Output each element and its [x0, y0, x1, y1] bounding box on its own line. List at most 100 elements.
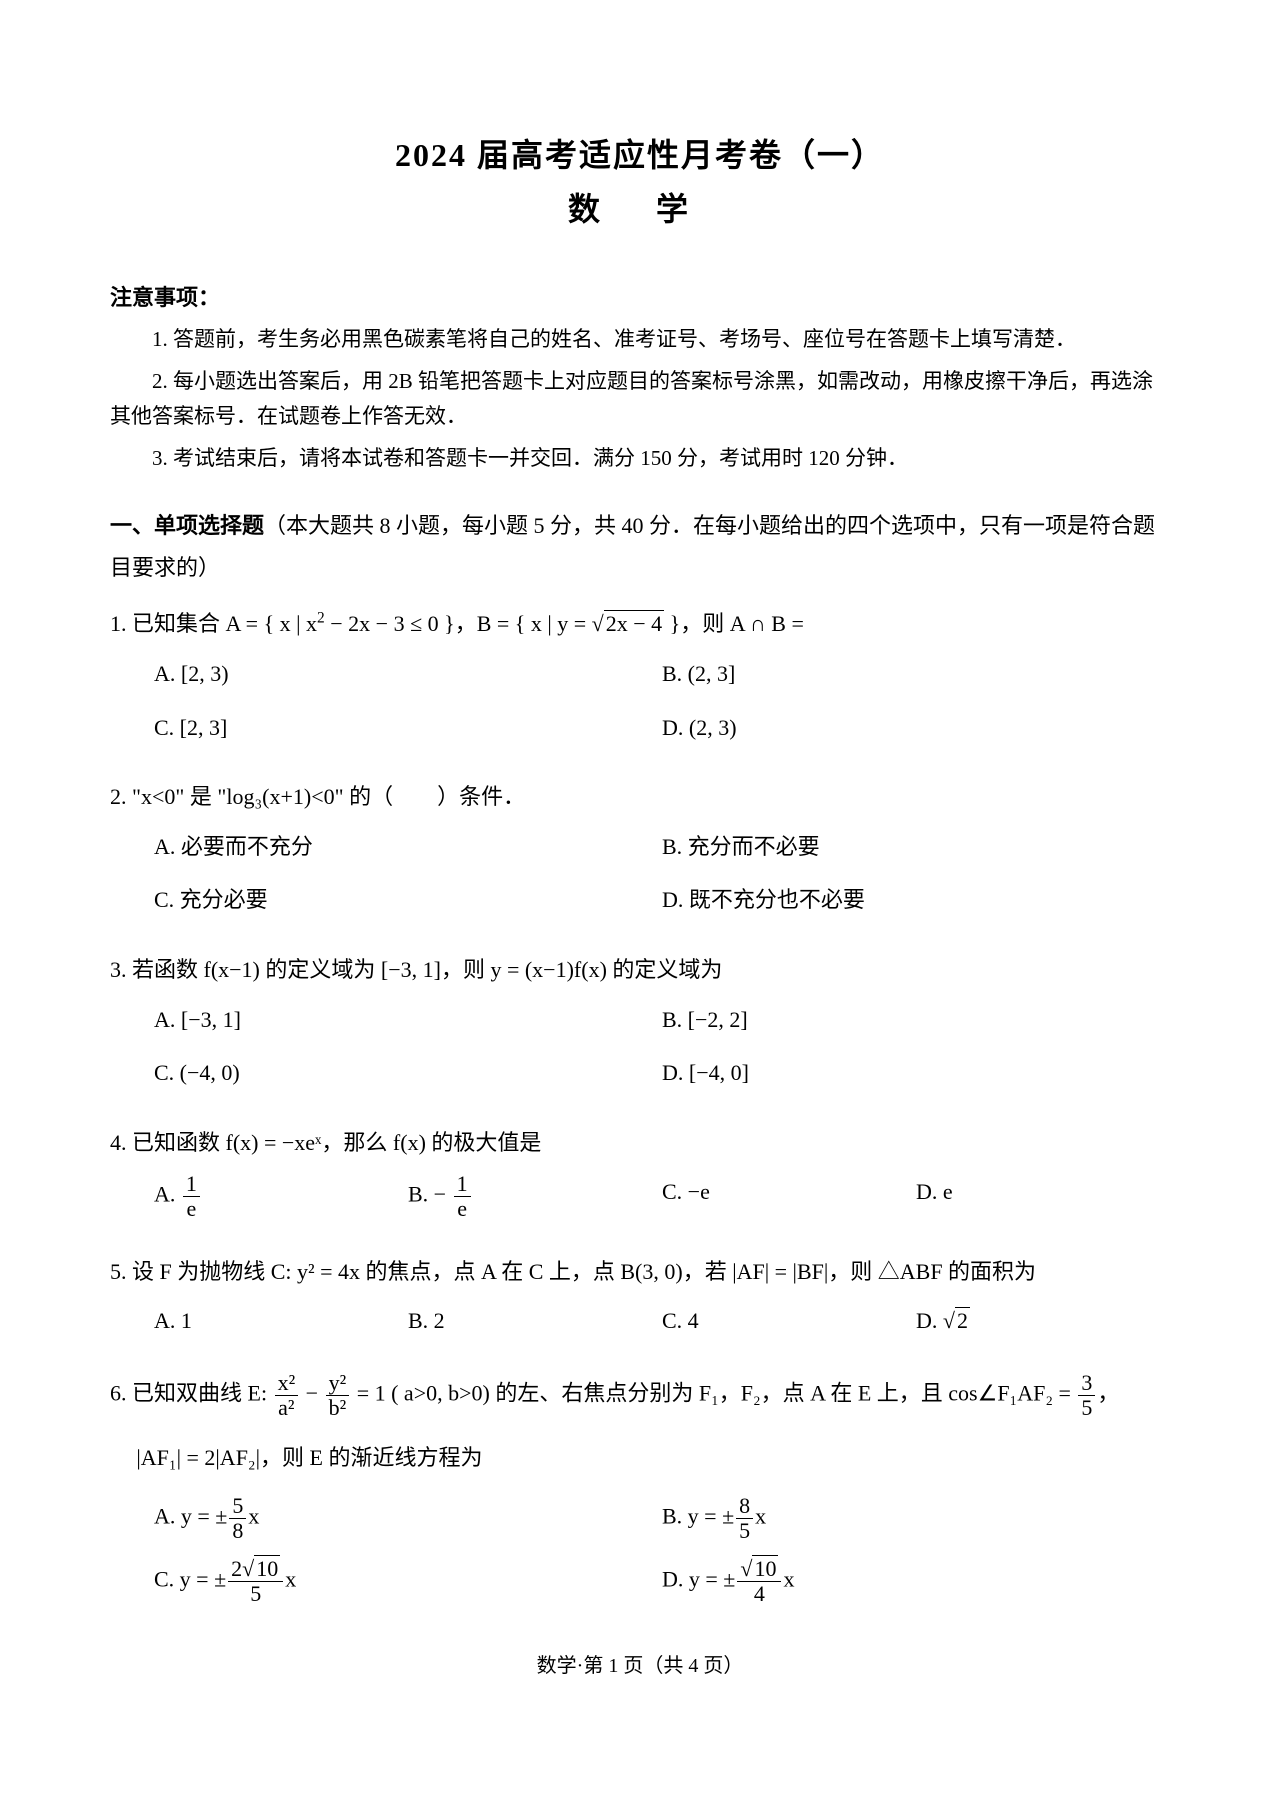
- q6-c-num-sqrt: 10: [254, 1555, 280, 1581]
- q6-c-frac: 2√105: [228, 1557, 283, 1606]
- note-3: 3. 考试结束后，请将本试卷和答题卡一并交回．满分 150 分，考试用时 120…: [110, 441, 1170, 477]
- q6-p1: 6. 已知双曲线 E:: [110, 1381, 273, 1406]
- q6-c-num: 2√10: [228, 1557, 283, 1582]
- q4-a-pre: A.: [154, 1182, 181, 1207]
- q3-stem: 3. 若函数 f(x−1) 的定义域为 [−3, 1]，则 y = (x−1)f…: [110, 950, 1170, 990]
- q5-option-a: A. 1: [154, 1301, 408, 1341]
- q4-a-num: 1: [183, 1172, 200, 1197]
- q6-d-num-sqrt: 10: [752, 1555, 778, 1581]
- q6-c-num-pre: 2: [231, 1556, 242, 1581]
- note-2: 2. 每小题选出答案后，用 2B 铅笔把答题卡上对应题目的答案标号涂黑，如需改动…: [110, 364, 1170, 435]
- q5-option-b: B. 2: [408, 1301, 662, 1341]
- q4-b-frac: 1e: [454, 1172, 471, 1221]
- q6-b-den: 5: [736, 1519, 753, 1543]
- q2-option-b: B. 充分而不必要: [662, 827, 1170, 867]
- q1-sqrt: √2x − 4: [592, 610, 665, 636]
- q6-frac3-num: 3: [1078, 1371, 1095, 1396]
- q1-stem-post: }，则 A ∩ B =: [664, 611, 804, 636]
- q3-option-a: A. [−3, 1]: [154, 1000, 662, 1040]
- q6-d-num: √10: [737, 1557, 781, 1582]
- q6-frac3-den: 5: [1078, 1396, 1095, 1420]
- question-2: 2. "x<0" 是 "log₃(x+1)<0" 的（ ）条件． A. 必要而不…: [110, 777, 1170, 934]
- question-1: 1. 已知集合 A = { x | x2 − 2x − 3 ≤ 0 }，B = …: [110, 604, 1170, 761]
- page-footer: 数学·第 1 页（共 4 页）: [110, 1649, 1170, 1678]
- q6-option-c: C. y = ±2√105x: [154, 1557, 662, 1606]
- q4-b-pre: B. −: [408, 1182, 452, 1207]
- q5-option-c: C. 4: [662, 1301, 916, 1341]
- q6-p2: −: [300, 1381, 323, 1406]
- q5-stem: 5. 设 F 为抛物线 C: y² = 4x 的焦点，点 A 在 C 上，点 B…: [110, 1252, 1170, 1292]
- q6-p4: ，: [1097, 1381, 1119, 1406]
- q6-option-a: A. y = ±58x: [154, 1494, 662, 1543]
- q4-option-d: D. e: [916, 1172, 1170, 1221]
- q1-option-b: B. (2, 3]: [662, 654, 1170, 694]
- q6-frac3: 35: [1078, 1371, 1095, 1420]
- q1-stem: 1. 已知集合 A = { x | x2 − 2x − 3 ≤ 0 }，B = …: [110, 604, 1170, 644]
- q5-d-sqrt: √2: [943, 1307, 970, 1333]
- note-1: 1. 答题前，考生务必用黑色碳素笔将自己的姓名、准考证号、考场号、座位号在答题卡…: [110, 322, 1170, 358]
- q6-d-den: 4: [737, 1582, 781, 1606]
- q6-a-num: 5: [229, 1494, 246, 1519]
- question-3: 3. 若函数 f(x−1) 的定义域为 [−3, 1]，则 y = (x−1)f…: [110, 950, 1170, 1107]
- q1-stem-mid: − 2x − 3 ≤ 0 }，B = { x | y =: [325, 611, 592, 636]
- q6-d-frac: √104: [737, 1557, 781, 1606]
- q2-option-c: C. 充分必要: [154, 880, 662, 920]
- q6-a-frac: 58: [229, 1494, 246, 1543]
- q6-d-x: x: [783, 1567, 794, 1592]
- subject-title: 数 学: [110, 184, 1170, 230]
- q5-option-d: D. √2: [916, 1301, 1170, 1341]
- q3-option-d: D. [−4, 0]: [662, 1053, 1170, 1093]
- q6-frac2: y²b²: [326, 1371, 350, 1420]
- q6-frac2-num: y²: [326, 1371, 350, 1396]
- q4-stem: 4. 已知函数 f(x) = −xeˣ，那么 f(x) 的极大值是: [110, 1123, 1170, 1163]
- q6-option-d: D. y = ±√104x: [662, 1557, 1170, 1606]
- q6-stem: 6. 已知双曲线 E: x²a² − y²b² = 1 ( a>0, b>0) …: [110, 1371, 1170, 1420]
- question-6: 6. 已知双曲线 E: x²a² − y²b² = 1 ( a>0, b>0) …: [110, 1371, 1170, 1621]
- q5-d-pre: D.: [916, 1308, 943, 1333]
- q1-sup: 2: [317, 610, 325, 627]
- q4-b-den: e: [454, 1197, 471, 1221]
- q4-a-frac: 1e: [183, 1172, 200, 1221]
- q4-option-c: C. −e: [662, 1172, 916, 1221]
- q6-b-num: 8: [736, 1494, 753, 1519]
- q6-a-pre: A. y = ±: [154, 1504, 227, 1529]
- q4-option-b: B. − 1e: [408, 1172, 662, 1221]
- question-4: 4. 已知函数 f(x) = −xeˣ，那么 f(x) 的极大值是 A. 1e …: [110, 1123, 1170, 1236]
- main-title: 2024 届高考适应性月考卷（一）: [110, 130, 1170, 176]
- q6-d-pre: D. y = ±: [662, 1567, 735, 1592]
- q1-stem-pre: 1. 已知集合 A = { x | x: [110, 611, 317, 636]
- q6-frac1: x²a²: [275, 1371, 299, 1420]
- exam-page: 2024 届高考适应性月考卷（一） 数 学 注意事项： 1. 答题前，考生务必用…: [0, 0, 1280, 1728]
- q2-option-a: A. 必要而不充分: [154, 827, 662, 867]
- q6-c-den: 5: [228, 1582, 283, 1606]
- q3-option-c: C. (−4, 0): [154, 1053, 662, 1093]
- q3-option-b: B. [−2, 2]: [662, 1000, 1170, 1040]
- q2-options: A. 必要而不充分 B. 充分而不必要 C. 充分必要 D. 既不充分也不必要: [110, 827, 1170, 934]
- q6-c-x: x: [285, 1567, 296, 1592]
- q1-options: A. [2, 3) B. (2, 3] C. [2, 3] D. (2, 3): [110, 654, 1170, 761]
- q2-stem: 2. "x<0" 是 "log₃(x+1)<0" 的（ ）条件．: [110, 777, 1170, 817]
- q1-option-d: D. (2, 3): [662, 708, 1170, 748]
- question-5: 5. 设 F 为抛物线 C: y² = 4x 的焦点，点 A 在 C 上，点 B…: [110, 1252, 1170, 1355]
- q4-a-den: e: [183, 1197, 200, 1221]
- q6-b-frac: 85: [736, 1494, 753, 1543]
- q6-frac2-den: b²: [326, 1396, 350, 1420]
- q6-c-pre: C. y = ±: [154, 1567, 226, 1592]
- q6-frac1-den: a²: [275, 1396, 299, 1420]
- q4-b-num: 1: [454, 1172, 471, 1197]
- q2-option-d: D. 既不充分也不必要: [662, 880, 1170, 920]
- section-1-label: 一、单项选择题: [110, 513, 264, 538]
- q6-a-den: 8: [229, 1519, 246, 1543]
- q3-options: A. [−3, 1] B. [−2, 2] C. (−4, 0) D. [−4,…: [110, 1000, 1170, 1107]
- q6-options: A. y = ±58x B. y = ±85x C. y = ±2√105x D…: [110, 1494, 1170, 1621]
- title-block: 2024 届高考适应性月考卷（一） 数 学: [110, 130, 1170, 230]
- q6-frac1-num: x²: [275, 1371, 299, 1396]
- q6-p3: = 1 ( a>0, b>0) 的左、右焦点分别为 F₁，F₂，点 A 在 E …: [351, 1381, 1076, 1406]
- q5-d-sqrt-inner: 2: [955, 1307, 970, 1333]
- q6-option-b: B. y = ±85x: [662, 1494, 1170, 1543]
- q4-option-a: A. 1e: [154, 1172, 408, 1221]
- notes-heading: 注意事项：: [110, 280, 1170, 312]
- q5-options: A. 1 B. 2 C. 4 D. √2: [110, 1301, 1170, 1355]
- section-1-desc: （本大题共 8 小题，每小题 5 分，共 40 分．在每小题给出的四个选项中，只…: [110, 513, 1155, 580]
- q1-sqrt-inner: 2x − 4: [604, 610, 664, 636]
